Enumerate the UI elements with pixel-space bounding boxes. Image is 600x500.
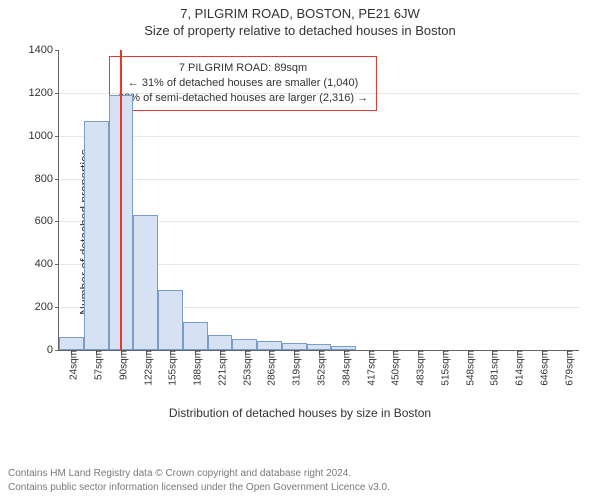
y-tick: 1000 — [29, 130, 59, 142]
x-tick: 679sqm — [558, 350, 575, 386]
histogram-bar — [257, 341, 282, 350]
y-tick: 800 — [35, 173, 59, 185]
page-title: 7, PILGRIM ROAD, BOSTON, PE21 6JW — [0, 0, 600, 21]
y-tick: 1400 — [29, 44, 59, 56]
x-tick: 384sqm — [335, 350, 352, 386]
y-tick: 0 — [47, 344, 59, 356]
plot-area: 7 PILGRIM ROAD: 89sqm ← 31% of detached … — [58, 50, 579, 351]
x-tick: 188sqm — [187, 350, 204, 386]
x-tick: 483sqm — [410, 350, 427, 386]
histogram-bar — [84, 121, 109, 350]
x-tick: 286sqm — [261, 350, 278, 386]
x-tick: 548sqm — [459, 350, 476, 386]
histogram-bar — [232, 339, 257, 350]
attribution: Contains HM Land Registry data © Crown c… — [8, 467, 390, 494]
chart-container: Number of detached properties 7 PILGRIM … — [0, 42, 600, 422]
histogram-bar — [59, 337, 84, 350]
histogram-bar — [282, 343, 307, 351]
infobox-line2: ← 31% of detached houses are smaller (1,… — [118, 76, 368, 91]
histogram-bar — [208, 335, 233, 350]
x-tick: 417sqm — [360, 350, 377, 386]
property-marker — [120, 50, 122, 350]
y-tick: 200 — [35, 301, 59, 313]
page-subtitle: Size of property relative to detached ho… — [0, 21, 600, 38]
x-tick: 122sqm — [137, 350, 154, 386]
x-tick: 614sqm — [509, 350, 526, 386]
x-tick: 221sqm — [211, 350, 228, 386]
x-tick: 319sqm — [286, 350, 303, 386]
y-tick: 1200 — [29, 87, 59, 99]
info-box: 7 PILGRIM ROAD: 89sqm ← 31% of detached … — [109, 56, 377, 111]
y-tick: 400 — [35, 258, 59, 270]
histogram-bar — [158, 290, 183, 350]
x-tick: 57sqm — [88, 350, 105, 380]
histogram-bar — [133, 215, 158, 350]
x-tick: 253sqm — [236, 350, 253, 386]
attribution-line2: Contains public sector information licen… — [8, 481, 390, 495]
x-tick: 155sqm — [162, 350, 179, 386]
y-tick: 600 — [35, 215, 59, 227]
x-tick: 581sqm — [484, 350, 501, 386]
x-tick: 90sqm — [112, 350, 129, 380]
x-tick: 515sqm — [434, 350, 451, 386]
histogram-bar — [183, 322, 208, 350]
x-tick: 450sqm — [385, 350, 402, 386]
x-axis-label: Distribution of detached houses by size … — [0, 406, 600, 420]
x-tick: 24sqm — [63, 350, 80, 380]
x-tick: 352sqm — [311, 350, 328, 386]
infobox-line1: 7 PILGRIM ROAD: 89sqm — [118, 61, 368, 76]
x-tick: 646sqm — [533, 350, 550, 386]
attribution-line1: Contains HM Land Registry data © Crown c… — [8, 467, 390, 481]
